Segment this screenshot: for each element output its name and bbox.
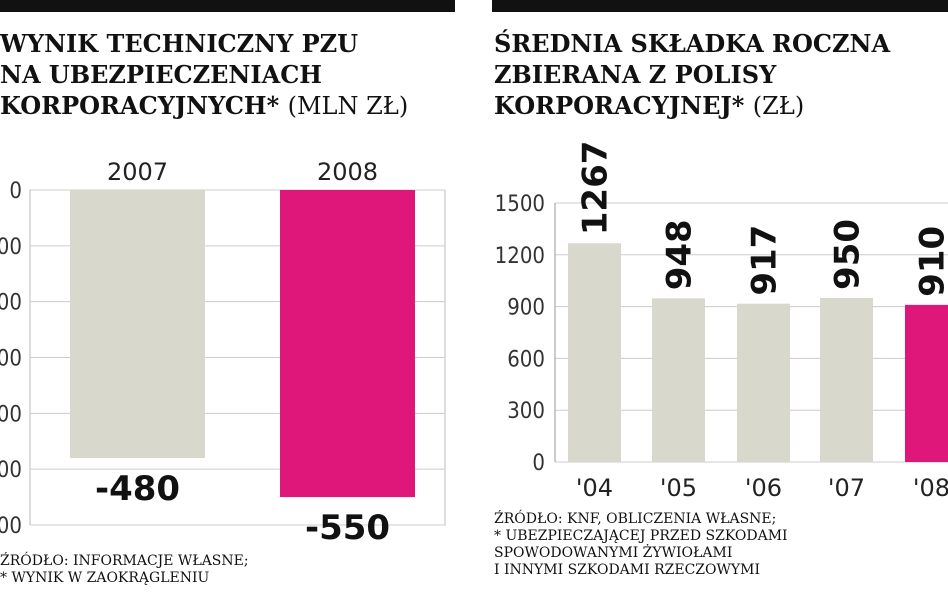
bar	[280, 190, 415, 498]
value-label: 917	[745, 225, 785, 296]
y-tick-label: 0	[532, 451, 545, 476]
bar	[820, 297, 873, 462]
x-tick-label: '08	[913, 474, 948, 502]
y-tick-label: -500	[0, 458, 22, 483]
x-tick-label: 2007	[107, 158, 168, 186]
header-bar	[492, 0, 948, 12]
y-tick-label: -300	[0, 347, 22, 372]
x-tick-label: '07	[828, 474, 865, 502]
value-label: 948	[660, 219, 700, 290]
chart-title: ZBIERANA Z POLISY	[494, 60, 777, 89]
value-label: 1267	[576, 141, 616, 236]
bar	[568, 243, 621, 462]
footnote: ŹRÓDŁO: KNF, OBLICZENIA WŁASNE;	[494, 509, 776, 527]
y-tick-label: 1500	[495, 192, 545, 217]
x-tick-label: '04	[576, 474, 613, 502]
bar	[70, 190, 205, 458]
chart-unit: (ZŁ)	[753, 92, 804, 120]
bar	[905, 304, 948, 462]
value-label: 910	[913, 226, 948, 297]
y-tick-label: 300	[507, 399, 545, 424]
bar	[737, 303, 790, 462]
chart-title: NA UBEZPIECZENIACH	[0, 60, 322, 89]
y-tick-label: -200	[0, 291, 22, 316]
y-tick-label: 900	[507, 296, 545, 321]
header-bar	[0, 0, 455, 12]
y-tick-label: 1200	[495, 244, 545, 269]
x-tick-label: '05	[660, 474, 697, 502]
value-label: -480	[95, 469, 180, 509]
x-tick-label: 2008	[317, 158, 378, 186]
value-label: -550	[305, 508, 390, 548]
chart-title: ŚREDNIA SKŁADKA ROCZNA	[494, 29, 890, 58]
chart-title: WYNIK TECHNICZNY PZU	[0, 29, 358, 58]
bar	[652, 298, 705, 462]
chart-unit: (MLN ZŁ)	[288, 92, 409, 120]
footnote: * WYNIK W ZAOKRĄGLENIU	[0, 570, 210, 586]
y-tick-label: 0	[9, 179, 22, 204]
footnote: SPOWODOWANYMI ŻYWIOŁAMI	[494, 543, 732, 561]
value-label: 950	[828, 219, 868, 290]
footnote: * UBEZPIECZAJĄCEJ PRZED SZKODAMI	[494, 528, 788, 544]
y-tick-label: -400	[0, 402, 22, 427]
x-tick-label: '06	[745, 474, 782, 502]
y-tick-label: 600	[507, 347, 545, 372]
footnote: I INNYMI SZKODAMI RZECZOWYMI	[494, 562, 760, 578]
y-tick-label: -100	[0, 235, 22, 260]
y-tick-label: -600	[0, 514, 22, 539]
chart-title: KORPORACYJNEJ*	[494, 91, 745, 120]
footnote: ŹRÓDŁO: INFORMACJE WŁASNE;	[0, 551, 249, 569]
chart-title: KORPORACYJNYCH*	[0, 91, 280, 120]
